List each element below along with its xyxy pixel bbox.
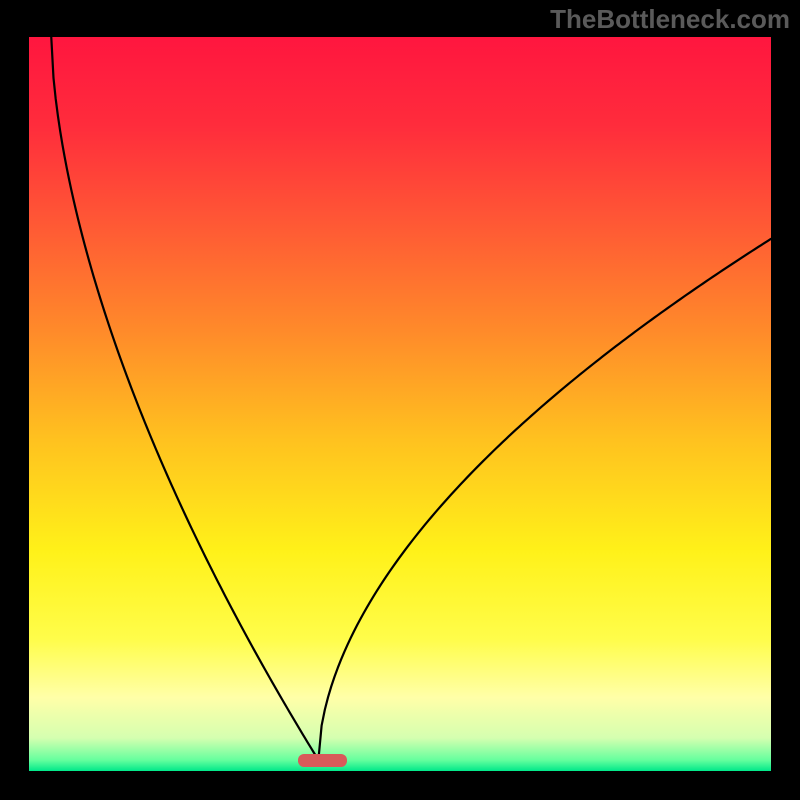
chart-plot-area — [29, 37, 771, 771]
bottleneck-marker — [298, 754, 347, 767]
bottleneck-curve — [29, 37, 771, 771]
watermark-text: TheBottleneck.com — [550, 4, 790, 35]
